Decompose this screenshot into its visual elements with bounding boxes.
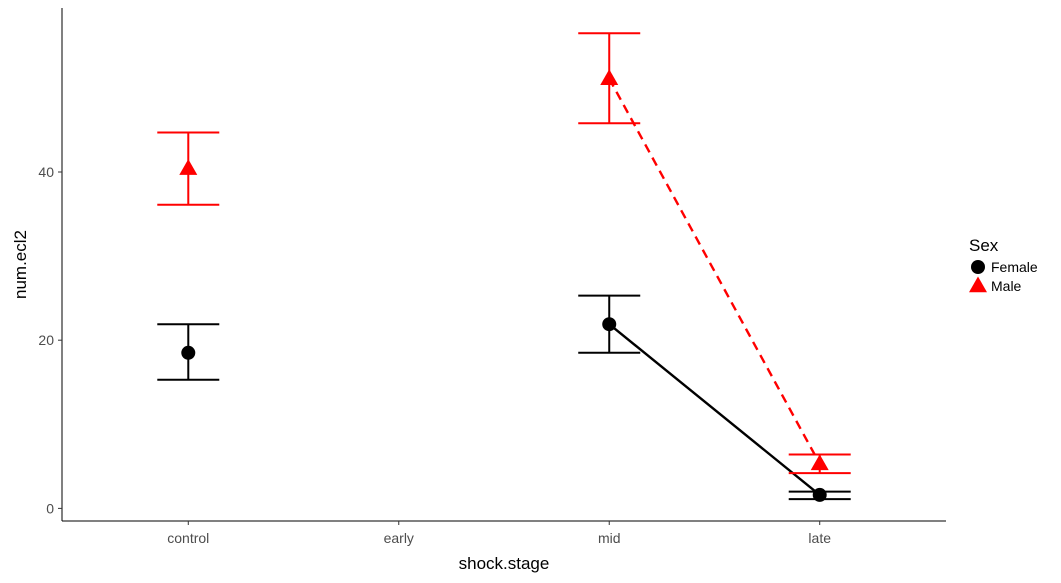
data-point xyxy=(810,454,829,471)
legend-title: Sex xyxy=(969,236,999,255)
legend-key xyxy=(971,260,985,274)
x-tick-label: control xyxy=(167,530,209,546)
data-points xyxy=(179,69,829,502)
x-tick-label: early xyxy=(384,530,414,546)
series-lines xyxy=(608,78,821,496)
legend: Sex Female Male xyxy=(969,236,1038,294)
x-tick-label: mid xyxy=(598,530,621,546)
y-axis-title: num.ecl2 xyxy=(11,230,30,299)
axes xyxy=(61,8,946,522)
series-line xyxy=(608,78,821,465)
legend-label: Male xyxy=(991,278,1022,294)
error-bars xyxy=(157,32,851,501)
x-tick-label: late xyxy=(808,530,831,546)
x-ticks: control early mid late xyxy=(167,521,831,546)
data-point xyxy=(812,487,827,502)
legend-key xyxy=(969,276,987,293)
y-tick-label: 40 xyxy=(38,164,54,180)
legend-label: Female xyxy=(991,259,1038,275)
data-point xyxy=(181,345,196,360)
data-point xyxy=(600,69,619,85)
y-ticks: 0 20 40 xyxy=(38,164,62,516)
data-point xyxy=(602,317,617,332)
y-tick-label: 0 xyxy=(46,500,54,516)
data-point xyxy=(179,159,198,175)
x-axis-title: shock.stage xyxy=(459,554,550,573)
series-line xyxy=(608,323,821,496)
y-tick-label: 20 xyxy=(38,332,54,348)
